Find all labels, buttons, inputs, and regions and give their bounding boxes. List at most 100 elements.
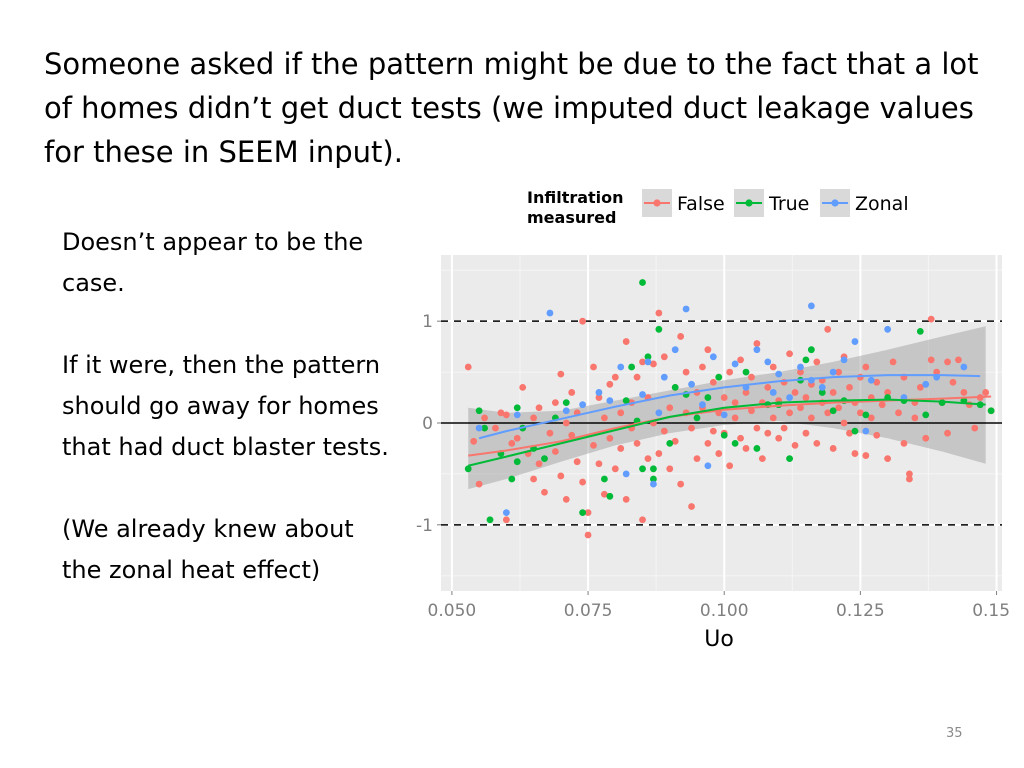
point-false — [944, 429, 951, 437]
point-zonal — [829, 368, 837, 376]
point-zonal — [884, 325, 892, 333]
point-false — [813, 358, 821, 366]
y-tick-label: 1 — [422, 312, 433, 332]
point-false — [982, 389, 990, 396]
point-false — [835, 368, 843, 376]
point-true — [513, 404, 521, 412]
point-false — [786, 350, 793, 358]
point-zonal — [655, 409, 663, 417]
point-false — [780, 424, 788, 432]
point-false — [551, 399, 559, 407]
point-true — [639, 279, 646, 286]
point-false — [944, 358, 951, 366]
point-false — [851, 450, 859, 457]
legend-key-point-false — [653, 199, 661, 207]
point-zonal — [699, 401, 706, 409]
point-false — [502, 411, 510, 419]
point-false — [497, 409, 505, 417]
point-false — [579, 317, 587, 325]
point-false — [829, 445, 837, 452]
point-true — [562, 399, 570, 407]
point-false — [906, 475, 913, 483]
point-false — [840, 419, 848, 427]
point-false — [508, 439, 516, 447]
point-false — [802, 394, 810, 401]
point-false — [775, 434, 783, 442]
point-false — [622, 338, 630, 345]
point-zonal — [797, 363, 804, 371]
point-false — [688, 424, 695, 432]
point-true — [464, 465, 472, 473]
point-false — [606, 380, 614, 388]
point-true — [671, 383, 679, 391]
point-false — [600, 414, 608, 422]
x-axis-ticks: 0.050 0.075 0.100 0.125 0.150 — [428, 591, 1010, 621]
point-false — [846, 383, 853, 391]
point-false — [802, 429, 810, 437]
point-false — [704, 439, 712, 447]
point-false — [742, 445, 750, 452]
point-false — [911, 414, 919, 422]
point-true — [715, 373, 723, 381]
notes-text-block: Doesn’t appear to be the case. If it wer… — [62, 222, 392, 591]
point-zonal — [682, 305, 690, 313]
point-false — [568, 431, 576, 439]
point-zonal — [546, 309, 554, 317]
point-false — [824, 409, 832, 417]
point-zonal — [622, 470, 630, 478]
point-true — [742, 368, 750, 376]
x-tick-label: 0.125 — [836, 601, 885, 621]
point-false — [862, 363, 870, 371]
point-false — [573, 458, 581, 466]
point-false — [873, 378, 881, 386]
point-false — [748, 407, 755, 415]
point-zonal — [775, 370, 783, 378]
point-true — [628, 363, 636, 371]
point-true — [802, 356, 810, 364]
point-false — [704, 346, 712, 354]
point-false — [546, 429, 554, 437]
point-true — [650, 465, 657, 473]
point-true — [655, 325, 663, 333]
point-zonal — [764, 358, 772, 366]
point-false — [655, 450, 663, 457]
point-false — [633, 439, 641, 447]
point-false — [644, 455, 652, 463]
point-zonal — [502, 509, 510, 516]
legend-key-point-zonal — [831, 199, 839, 207]
point-false — [655, 309, 663, 317]
point-false — [502, 516, 510, 524]
point-false — [884, 389, 892, 396]
point-true — [481, 424, 488, 432]
point-zonal — [579, 401, 587, 409]
point-true — [650, 475, 657, 483]
x-tick-label: 0.150 — [972, 601, 1010, 621]
point-false — [797, 368, 804, 376]
point-zonal — [475, 424, 483, 432]
point-false — [513, 434, 521, 442]
point-zonal — [513, 411, 521, 419]
point-true — [475, 407, 483, 415]
point-true — [639, 465, 646, 473]
point-false — [715, 450, 723, 457]
data-points — [464, 279, 995, 539]
point-true — [622, 397, 630, 404]
point-false — [677, 480, 685, 488]
point-false — [590, 363, 597, 371]
point-false — [878, 401, 886, 409]
point-false — [753, 340, 761, 347]
point-false — [584, 509, 592, 516]
point-zonal — [650, 480, 657, 488]
x-tick-label: 0.100 — [700, 601, 749, 621]
point-zonal — [769, 389, 777, 396]
point-true — [753, 445, 761, 452]
point-true — [829, 407, 837, 415]
notes-paragraph-1: Doesn’t appear to be the case. — [62, 228, 364, 297]
point-false — [464, 363, 472, 371]
point-false — [737, 356, 744, 364]
legend-label-zonal: Zonal — [855, 193, 909, 215]
point-false — [720, 394, 728, 401]
point-zonal — [709, 353, 717, 361]
point-true — [486, 516, 494, 524]
point-zonal — [595, 389, 603, 396]
